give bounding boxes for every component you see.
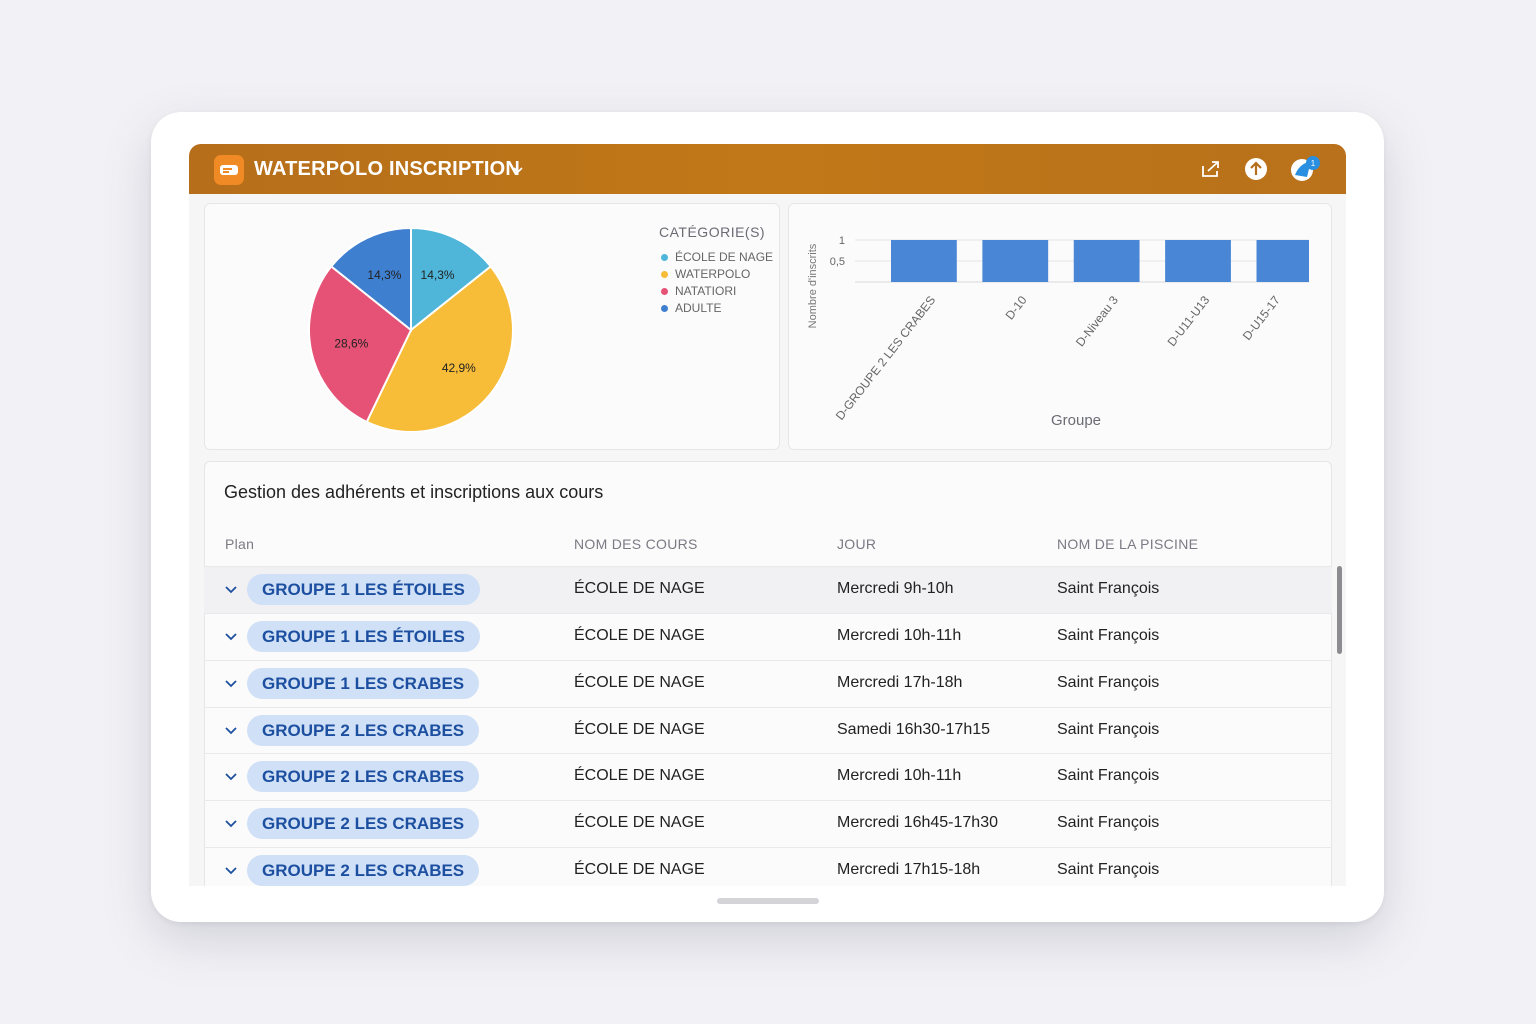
pie-slice-label: 14,3% xyxy=(367,268,401,282)
pie-slice-label: 14,3% xyxy=(421,268,455,282)
pie-slice[interactable] xyxy=(410,228,493,333)
chevron-down-icon[interactable] xyxy=(224,629,238,647)
app-screen: WATERPOLO INSCRIPTION 1 14, xyxy=(189,144,1346,886)
table-row[interactable]: GROUPE 2 LES CRABES ÉCOLE DE NAGE Mercredi… xyxy=(204,800,1332,847)
table-row[interactable]: GROUPE 1 LES ÉTOILES ÉCOLE DE NAGE Mercred… xyxy=(204,566,1332,613)
plan-pill[interactable]: GROUPE 1 LES ÉTOILES xyxy=(247,574,480,605)
legend-dot xyxy=(661,270,668,278)
chevron-down-icon[interactable] xyxy=(512,162,524,180)
pie-slice[interactable] xyxy=(329,228,412,333)
pool-cell: Saint François xyxy=(1057,580,1160,597)
column-header-day[interactable]: JOUR xyxy=(837,536,877,552)
x-tick-label: D-U15-17 xyxy=(1240,293,1283,343)
chevron-down-icon[interactable] xyxy=(224,863,238,881)
table-row[interactable]: GROUPE 2 LES CRABES ÉCOLE DE NAGE Samedi 1… xyxy=(204,707,1332,754)
x-tick-label: D-Niveau 3 xyxy=(1073,293,1121,349)
y-tick-label: 1 xyxy=(839,235,845,247)
legend-dot xyxy=(661,304,668,312)
column-header-pool[interactable]: NOM DE LA PISCINE xyxy=(1057,536,1199,552)
pool-cell: Saint François xyxy=(1057,861,1160,878)
bar-chart-card xyxy=(788,203,1332,450)
pie-legend-title: CATÉGORIE(S) xyxy=(659,224,766,240)
course-cell: ÉCOLE DE NAGE xyxy=(574,674,705,691)
table-row[interactable]: GROUPE 1 LES ÉTOILES ÉCOLE DE NAGE Mercred… xyxy=(204,613,1332,660)
bar-chart: 1 0,5 D-GROUPE 2 LES CRABES D-10 D-Niveau 3 D… xyxy=(807,235,1309,429)
legend-item-ecole[interactable]: ÉCOLE DE NAGE xyxy=(661,250,773,264)
table-title: Gestion des adhérents et inscriptions au… xyxy=(224,482,604,502)
x-axis-title: Groupe xyxy=(1051,412,1101,429)
chevron-down-icon[interactable] xyxy=(224,582,238,600)
bar[interactable] xyxy=(982,240,1049,282)
plan-pill[interactable]: GROUPE 1 LES ÉTOILES xyxy=(247,621,480,652)
app-header: WATERPOLO INSCRIPTION 1 xyxy=(189,144,1346,194)
course-cell: ÉCOLE DE NAGE xyxy=(574,767,705,784)
legend-item-adulte[interactable]: ADULTE xyxy=(661,301,721,315)
day-cell: Mercredi 17h-18h xyxy=(837,674,963,691)
table-row[interactable]: GROUPE 1 LES CRABES ÉCOLE DE NAGE Mercredi… xyxy=(204,660,1332,707)
table-row[interactable]: GROUPE 2 LES CRABES ÉCOLE DE NAGE Mercredi… xyxy=(204,753,1332,800)
pie-slice-label: 42,9% xyxy=(442,361,476,375)
day-cell: Mercredi 16h45-17h30 xyxy=(837,814,998,831)
y-axis-title: Nombre d'inscrits xyxy=(807,243,819,328)
bar[interactable] xyxy=(1256,240,1309,282)
course-cell: ÉCOLE DE NAGE xyxy=(574,627,705,644)
legend-dot xyxy=(661,287,668,295)
legend-dot xyxy=(661,253,668,261)
plan-pill[interactable]: GROUPE 2 LES CRABES xyxy=(247,761,480,792)
plan-pill[interactable]: GROUPE 1 LES CRABES xyxy=(247,668,480,699)
chevron-down-icon[interactable] xyxy=(224,676,238,694)
share-icon[interactable] xyxy=(1198,156,1224,182)
legend-item-waterpolo[interactable]: WATERPOLO xyxy=(661,267,750,281)
course-cell: ÉCOLE DE NAGE xyxy=(574,861,705,878)
column-header-plan[interactable]: Plan xyxy=(225,536,255,552)
course-cell: ÉCOLE DE NAGE xyxy=(574,814,705,831)
bar[interactable] xyxy=(1165,240,1231,282)
chevron-down-icon[interactable] xyxy=(224,816,238,834)
legend-label: WATERPOLO xyxy=(675,267,751,281)
x-tick-label: D-U11-U13 xyxy=(1165,293,1213,349)
day-cell: Samedi 16h30-17h15 xyxy=(837,721,991,738)
legend-label: ADULTE xyxy=(675,301,722,315)
pie-slice[interactable] xyxy=(365,264,514,432)
day-cell: Mercredi 10h-11h xyxy=(837,627,962,644)
pool-cell: Saint François xyxy=(1057,814,1160,831)
notification-badge: 1 xyxy=(1311,159,1316,168)
table-scrollbar[interactable] xyxy=(1337,566,1342,654)
plan-pill[interactable]: GROUPE 2 LES CRABES xyxy=(247,715,480,746)
day-cell: Mercredi 10h-11h xyxy=(837,767,962,784)
plan-pill[interactable]: GROUPE 2 LES CRABES xyxy=(247,808,480,839)
legend-label: ÉCOLE DE NAGE xyxy=(675,250,774,264)
y-tick-label: 0,5 xyxy=(830,256,845,268)
upload-icon[interactable] xyxy=(1243,156,1269,182)
legend-item-natation[interactable]: NATATIORI xyxy=(661,284,736,298)
bar[interactable] xyxy=(891,240,957,282)
legend-label: NATATIORI xyxy=(675,284,737,298)
day-cell: Mercredi 9h-10h xyxy=(837,580,954,597)
chevron-down-icon[interactable] xyxy=(224,723,238,741)
notification-icon[interactable]: 1 xyxy=(1289,156,1323,182)
home-indicator[interactable] xyxy=(717,898,819,904)
pie-slice-label: 28,6% xyxy=(334,337,368,351)
course-cell: ÉCOLE DE NAGE xyxy=(574,580,705,597)
x-tick-label: D-GROUPE 2 LES CRABES xyxy=(833,293,938,422)
pool-cell: Saint François xyxy=(1057,627,1160,644)
table-row[interactable]: GROUPE 2 LES CRABES ÉCOLE DE NAGE Mercredi… xyxy=(204,847,1332,886)
x-tick-label: D-10 xyxy=(1003,293,1030,322)
pool-cell: Saint François xyxy=(1057,674,1160,691)
bar[interactable] xyxy=(1073,240,1140,282)
pool-cell: Saint François xyxy=(1057,767,1160,784)
chevron-down-icon[interactable] xyxy=(224,769,238,787)
pie-chart: 14,3% 42,9% 28,6% 14,3% xyxy=(308,228,514,432)
pool-cell: Saint François xyxy=(1057,721,1160,738)
pie-slice[interactable] xyxy=(308,264,413,424)
day-cell: Mercredi 17h15-18h xyxy=(837,861,981,878)
app-title[interactable]: WATERPOLO INSCRIPTION xyxy=(254,158,521,180)
course-cell: ÉCOLE DE NAGE xyxy=(574,721,705,738)
column-header-course[interactable]: NOM DES COURS xyxy=(574,536,698,552)
app-logo-icon xyxy=(214,155,244,185)
plan-pill[interactable]: GROUPE 2 LES CRABES xyxy=(247,855,480,886)
